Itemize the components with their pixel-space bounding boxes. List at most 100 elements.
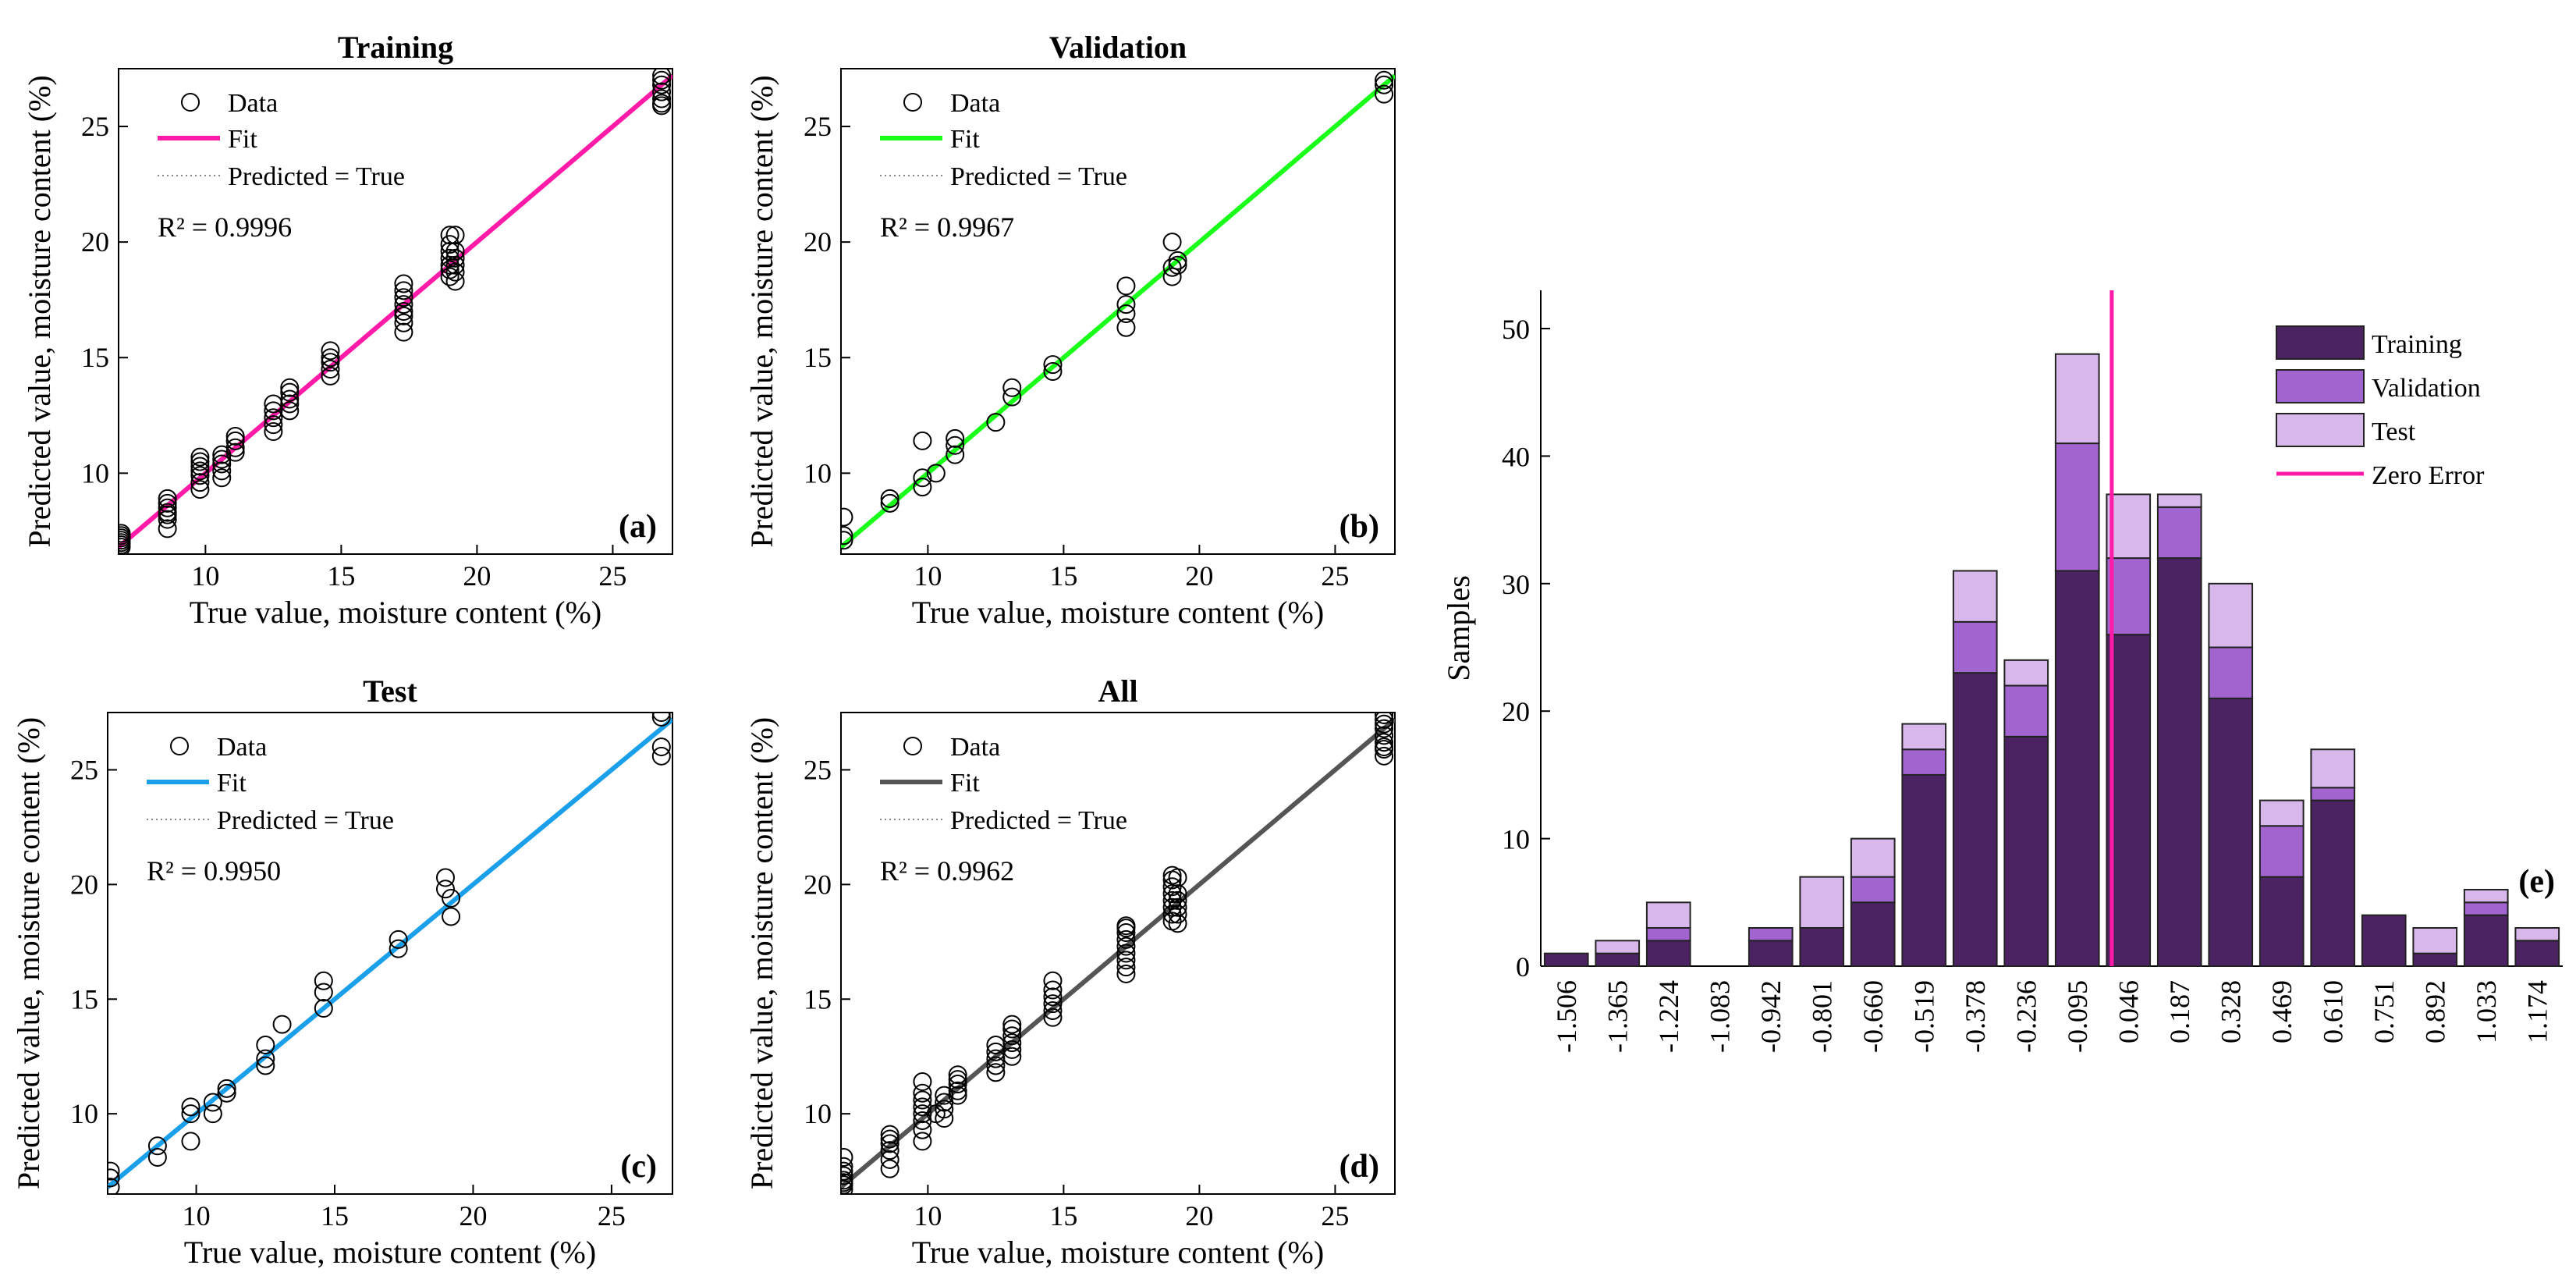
x-tick-label: 10 [914,1200,942,1231]
data-point [880,493,899,513]
data-point [913,1072,932,1092]
data-point [1168,904,1187,924]
data-point [394,274,413,293]
data-point [1162,890,1182,910]
x-tick-label: 20 [1185,1200,1213,1231]
legend-label-fit: Fit [228,125,257,154]
panel-label: (c) [620,1149,657,1185]
data-point [1116,958,1136,977]
x-tick-label: 0.892 [2419,980,2450,1043]
data-point [1043,1008,1063,1027]
data-point [190,452,210,471]
plot-area [118,68,673,555]
x-tick-label: 20 [459,1200,487,1231]
y-tick-label: 25 [804,754,832,785]
data-point [225,438,245,457]
y-tick-label: 25 [81,111,109,142]
x-tick-label: 0.610 [2317,980,2348,1043]
data-point [1116,295,1136,315]
data-point [1162,904,1182,924]
data-point [108,1161,120,1181]
data-point [394,302,413,321]
y-tick-label: 20 [804,226,832,258]
data-point [1043,994,1063,1014]
data-point [651,713,671,722]
x-tick-label: 0.328 [2215,980,2246,1043]
data-point [1168,890,1187,910]
data-point [1168,251,1187,270]
legend-swatch-training [2276,325,2365,360]
bar-validation [1901,748,1947,776]
data-point [445,255,465,275]
data-point [948,1065,967,1085]
data-point [225,442,245,462]
bar-validation [1952,620,1998,674]
x-tick-label: 10 [183,1200,211,1231]
x-tick-label: 1.174 [2521,980,2553,1043]
data-point [108,1178,120,1194]
data-point [948,1070,967,1089]
bar-training [1850,901,1896,967]
data-point [1116,936,1136,956]
data-point [935,1109,954,1128]
data-point [389,939,408,958]
data-point [280,382,300,402]
data-point [314,971,333,990]
plot-area [840,712,1396,1195]
data-point [652,89,672,108]
data-point [280,394,300,414]
data-point [256,1056,275,1075]
data-point [913,478,932,497]
y-tick-label: 15 [81,342,109,373]
x-tick-label: 25 [1321,1200,1349,1231]
data-point [212,468,232,488]
plot-area [840,68,1396,555]
data-point [1116,318,1136,337]
data-point [442,888,461,908]
data-point [651,746,671,766]
bar-test [1952,570,1998,623]
y-tick-label: 10 [1502,824,1530,855]
data-point [158,498,177,517]
r-squared-text: R² = 0.9962 [880,855,1014,887]
data-point [1002,1040,1022,1059]
data-point [264,415,283,435]
bar-training [2361,914,2407,967]
data-point [1162,233,1182,252]
data-point [440,267,459,286]
data-point [1116,951,1136,970]
data-point [841,507,853,527]
legend-data-marker [903,93,922,112]
data-point [1116,964,1136,983]
data-point [652,94,672,113]
bar-test [1595,940,1641,954]
y-tick-label: 20 [1502,696,1530,727]
bar-test [2412,926,2458,954]
x-tick-label: 20 [1185,560,1213,592]
data-point [880,1125,899,1144]
legend-label-identity: Predicted = True [950,162,1127,191]
bar-validation [2208,646,2254,699]
x-axis-label: True value, moisture content (%) [184,1235,596,1270]
bar-test [2310,748,2356,789]
data-point [158,510,177,529]
data-point [314,999,333,1018]
data-point [212,461,232,481]
legend-label-data: Data [950,733,1000,762]
data-point [1116,276,1136,296]
r-squared-text: R² = 0.9996 [158,211,292,243]
data-point [1168,897,1187,917]
legend-label-training: Training [2372,330,2462,359]
x-tick-label: -0.236 [2010,980,2042,1053]
bar-test [2208,582,2254,649]
x-tick-label: 0.187 [2164,980,2195,1043]
data-point [841,1157,853,1176]
data-point [190,447,210,467]
data-point [389,929,408,949]
data-point [181,1104,200,1124]
data-point [913,468,932,488]
bar-training [1543,952,1589,968]
y-axis-label: Samples [1441,575,1476,681]
scatter-panel-4: 10 15 20 25 10 15 20 25 All True value, moisture … [744,673,1396,1270]
data-point [1116,304,1136,323]
